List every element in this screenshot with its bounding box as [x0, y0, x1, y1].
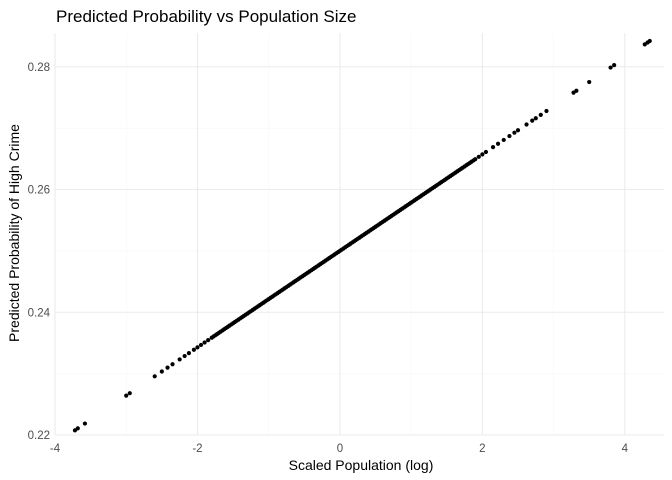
data-point — [483, 149, 489, 155]
data-point — [206, 338, 211, 343]
x-tick-label: -2 — [192, 443, 202, 455]
data-point — [159, 369, 164, 374]
data-point — [177, 357, 182, 362]
data-point — [124, 393, 129, 398]
data-point — [490, 145, 496, 150]
data-point — [186, 351, 192, 356]
data-point — [198, 342, 204, 348]
x-tick-label: 0 — [337, 443, 343, 455]
data-points — [72, 38, 652, 433]
x-axis-label: Scaled Population (log) — [289, 457, 434, 473]
y-tick-label: 0.26 — [28, 185, 50, 197]
data-point — [612, 63, 617, 68]
x-tick-label: -4 — [50, 443, 61, 455]
data-point — [82, 421, 88, 426]
data-point — [647, 38, 652, 44]
data-point — [127, 391, 132, 396]
data-point — [495, 141, 501, 146]
data-point — [165, 365, 170, 370]
data-point — [587, 79, 592, 85]
data-point — [538, 112, 543, 117]
y-tick-label: 0.28 — [28, 62, 50, 74]
data-point — [524, 122, 529, 127]
data-point — [152, 374, 157, 379]
data-point — [515, 128, 521, 133]
data-point — [191, 347, 196, 352]
y-tick-label: 0.22 — [28, 430, 50, 442]
x-tick-label: 2 — [479, 443, 485, 455]
x-tick-labels: -4 -2 0 2 4 — [50, 443, 629, 455]
data-point — [512, 130, 517, 135]
data-point — [501, 137, 506, 143]
data-point — [507, 133, 512, 139]
data-point — [170, 362, 175, 367]
y-tick-labels: 0.22 0.24 0.26 0.28 — [28, 62, 51, 442]
data-point — [533, 116, 538, 121]
chart-title: Predicted Probability vs Population Size — [56, 7, 357, 26]
data-point — [473, 157, 478, 162]
x-tick-label: 4 — [622, 443, 629, 455]
data-point — [530, 118, 535, 123]
data-point — [476, 154, 481, 159]
grid-lines — [54, 33, 664, 436]
y-axis-label: Predicted Probability of High Crime — [6, 124, 22, 342]
data-point — [574, 88, 579, 93]
data-point — [202, 340, 207, 345]
data-point — [480, 152, 485, 157]
y-tick-label: 0.24 — [28, 307, 51, 319]
data-point — [75, 426, 80, 431]
data-point — [608, 65, 613, 70]
data-point — [544, 108, 549, 114]
data-point — [182, 353, 187, 359]
data-point — [195, 345, 200, 350]
